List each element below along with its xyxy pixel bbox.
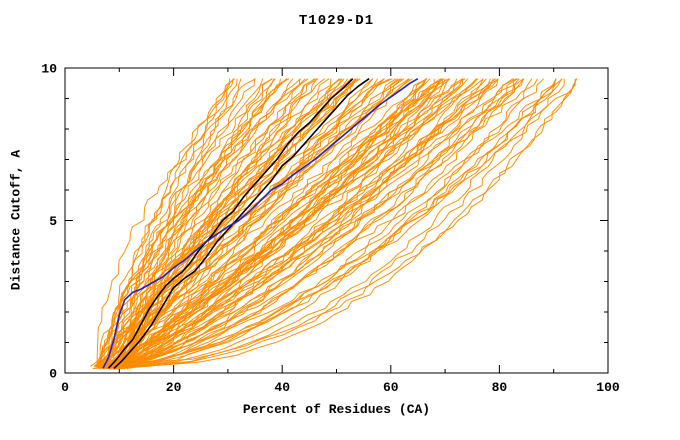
- ensemble-curve: [98, 78, 499, 369]
- ensemble-curve: [109, 78, 563, 370]
- y-tick-label: 10: [41, 62, 57, 77]
- x-tick-label: 80: [492, 380, 508, 395]
- x-tick-label: 40: [274, 380, 290, 395]
- ensemble-curve: [122, 78, 235, 367]
- ensemble-curve: [97, 78, 451, 367]
- ensemble-curve: [112, 78, 517, 369]
- ensemble-curve: [94, 78, 538, 368]
- ensemble-curve: [123, 78, 445, 368]
- ensemble-curve: [108, 78, 427, 370]
- ensemble-curve: [98, 78, 578, 368]
- ensemble-curve: [104, 78, 578, 369]
- ensemble-curve: [106, 78, 464, 367]
- ensemble-curve: [103, 78, 264, 367]
- ensemble-curve: [123, 78, 458, 368]
- ensemble-curve: [107, 78, 357, 370]
- ensemble-curve: [99, 78, 290, 370]
- ensemble-curve: [101, 78, 301, 369]
- ensemble-curve: [102, 78, 491, 368]
- ensemble-curve: [119, 78, 345, 367]
- ensemble-curve: [126, 78, 276, 369]
- ensemble-curve: [127, 78, 330, 368]
- x-axis-label: Percent of Residues (CA): [242, 402, 431, 417]
- ensemble-curve: [108, 78, 242, 367]
- ensemble-curve: [132, 78, 349, 367]
- black-model-2-curve: [113, 78, 370, 369]
- ensemble-curve: [115, 78, 533, 370]
- ensemble-curve: [130, 78, 479, 369]
- blue-model-curve: [102, 78, 419, 369]
- ensemble-curve: [128, 78, 494, 368]
- ensemble-curve: [108, 78, 524, 368]
- ensemble-curve: [97, 78, 301, 368]
- ensemble-curve: [121, 78, 520, 370]
- ensemble-curve: [129, 78, 524, 369]
- x-tick-label: 20: [166, 380, 182, 395]
- ensemble-curve: [121, 78, 519, 369]
- ensemble-curve: [106, 78, 316, 370]
- chart-title: T1029-D1: [298, 13, 375, 29]
- y-tick-label: 5: [49, 214, 57, 229]
- ensemble-curve: [101, 78, 557, 368]
- ensemble-curve: [105, 78, 235, 368]
- ensemble-curve: [129, 78, 514, 368]
- ensemble-curve: [102, 78, 343, 367]
- ensemble-curve: [120, 78, 545, 368]
- ensemble-curve: [103, 78, 443, 370]
- ensemble-curve: [125, 78, 385, 369]
- x-tick-label: 0: [61, 380, 69, 395]
- ensemble-curve: [112, 78, 557, 370]
- black-model-1-curve: [107, 78, 354, 369]
- x-tick-label: 60: [383, 380, 399, 395]
- ensemble-curve: [113, 78, 576, 370]
- ensemble-curve: [114, 78, 428, 369]
- y-tick-label: 0: [49, 367, 57, 382]
- ensemble-curve: [112, 78, 410, 367]
- ensemble-curve: [114, 78, 273, 369]
- x-tick-label: 100: [596, 380, 620, 395]
- ensemble-curve: [104, 78, 332, 369]
- ensemble-curve: [108, 78, 385, 369]
